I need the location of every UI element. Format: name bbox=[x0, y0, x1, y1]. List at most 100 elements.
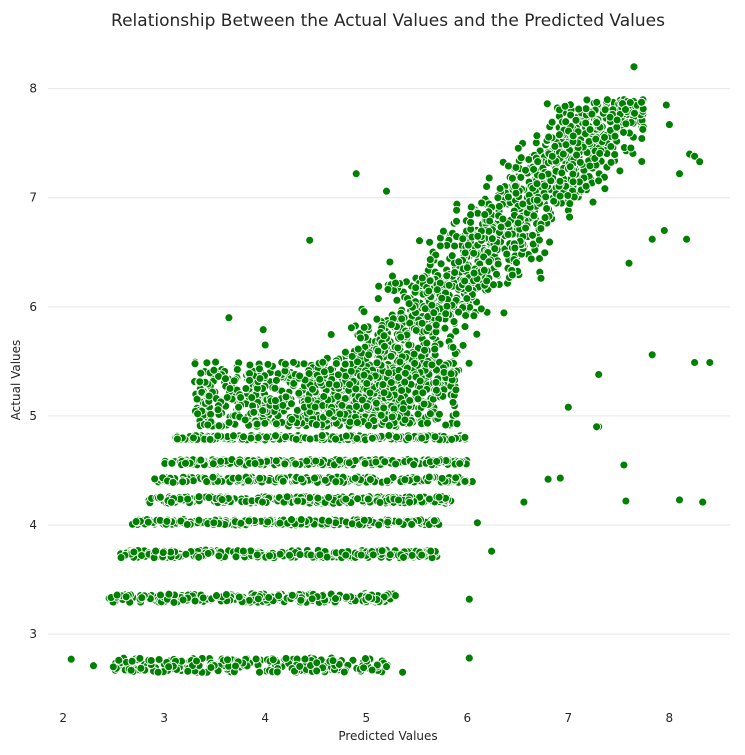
data-point bbox=[429, 516, 439, 526]
data-points bbox=[66, 62, 715, 677]
data-point bbox=[253, 594, 263, 604]
data-point bbox=[231, 661, 240, 671]
data-point bbox=[194, 552, 204, 562]
data-point bbox=[278, 476, 288, 486]
data-point bbox=[368, 550, 378, 560]
data-point bbox=[312, 666, 322, 676]
data-point bbox=[545, 237, 555, 247]
data-point bbox=[460, 432, 470, 442]
data-point bbox=[451, 473, 461, 483]
data-point bbox=[430, 432, 440, 442]
data-point bbox=[377, 546, 387, 556]
data-point bbox=[231, 552, 241, 562]
data-point bbox=[328, 656, 338, 666]
data-point bbox=[183, 494, 193, 504]
data-point bbox=[194, 515, 204, 525]
data-point bbox=[404, 433, 414, 443]
data-point bbox=[150, 474, 160, 484]
data-point bbox=[238, 546, 248, 556]
data-point bbox=[178, 595, 188, 605]
data-point bbox=[400, 475, 410, 485]
data-point bbox=[112, 590, 122, 600]
data-point bbox=[394, 517, 404, 527]
data-point bbox=[251, 654, 261, 664]
data-point bbox=[390, 591, 400, 601]
data-point bbox=[472, 329, 482, 339]
data-point bbox=[382, 476, 392, 486]
data-point bbox=[310, 473, 320, 483]
data-point bbox=[482, 182, 492, 191]
data-point bbox=[205, 434, 215, 444]
data-point bbox=[253, 433, 263, 443]
data-point bbox=[405, 497, 415, 507]
data-point bbox=[409, 460, 419, 470]
data-point bbox=[375, 497, 385, 507]
data-point bbox=[331, 477, 341, 487]
data-point bbox=[178, 477, 188, 487]
data-point bbox=[367, 665, 377, 675]
data-point bbox=[331, 434, 341, 444]
data-point bbox=[582, 95, 592, 105]
data-point bbox=[214, 551, 224, 561]
data-point bbox=[136, 663, 146, 673]
data-point bbox=[263, 517, 273, 527]
data-point bbox=[275, 518, 285, 528]
data-point bbox=[542, 99, 552, 109]
data-point bbox=[164, 589, 174, 599]
data-point bbox=[172, 434, 182, 444]
data-point bbox=[129, 547, 139, 557]
data-point bbox=[192, 656, 201, 666]
data-point bbox=[380, 457, 390, 467]
data-point bbox=[255, 667, 264, 677]
data-point bbox=[143, 517, 153, 527]
data-point bbox=[335, 455, 345, 465]
data-point bbox=[347, 519, 357, 529]
data-point bbox=[391, 459, 401, 469]
data-point bbox=[341, 494, 351, 504]
data-point bbox=[213, 431, 223, 441]
data-point bbox=[324, 516, 334, 526]
data-point bbox=[234, 473, 244, 483]
data-point bbox=[282, 492, 292, 502]
data-point bbox=[287, 590, 297, 600]
data-point bbox=[285, 550, 294, 560]
data-point bbox=[317, 431, 327, 441]
data-point bbox=[296, 595, 306, 605]
data-point bbox=[271, 456, 281, 466]
data-point bbox=[364, 592, 374, 602]
data-point bbox=[239, 432, 248, 442]
data-point bbox=[234, 592, 244, 602]
data-point bbox=[146, 656, 156, 665]
data-point bbox=[209, 518, 219, 528]
data-point bbox=[344, 458, 354, 468]
data-point bbox=[331, 594, 340, 604]
data-point bbox=[169, 597, 179, 607]
data-point bbox=[183, 666, 193, 676]
data-point bbox=[194, 492, 204, 502]
data-point bbox=[244, 516, 254, 526]
data-point bbox=[264, 593, 274, 602]
data-point bbox=[121, 592, 131, 602]
data-point bbox=[206, 663, 216, 672]
data-point bbox=[341, 431, 351, 441]
data-point bbox=[153, 667, 163, 677]
data-point bbox=[243, 476, 253, 486]
data-point bbox=[274, 591, 284, 601]
data-point bbox=[196, 455, 206, 465]
data-point bbox=[374, 520, 384, 530]
data-point bbox=[447, 434, 457, 444]
data-point bbox=[359, 663, 369, 673]
data-point bbox=[246, 433, 256, 443]
data-point bbox=[116, 553, 126, 563]
data-point bbox=[367, 433, 377, 443]
data-point bbox=[291, 459, 301, 469]
data-point bbox=[155, 492, 165, 502]
data-point bbox=[432, 456, 442, 466]
data-point bbox=[383, 517, 393, 527]
data-point bbox=[262, 432, 272, 442]
data-point bbox=[268, 655, 278, 665]
data-point bbox=[426, 546, 436, 556]
data-point bbox=[156, 590, 165, 600]
data-point bbox=[455, 459, 465, 468]
